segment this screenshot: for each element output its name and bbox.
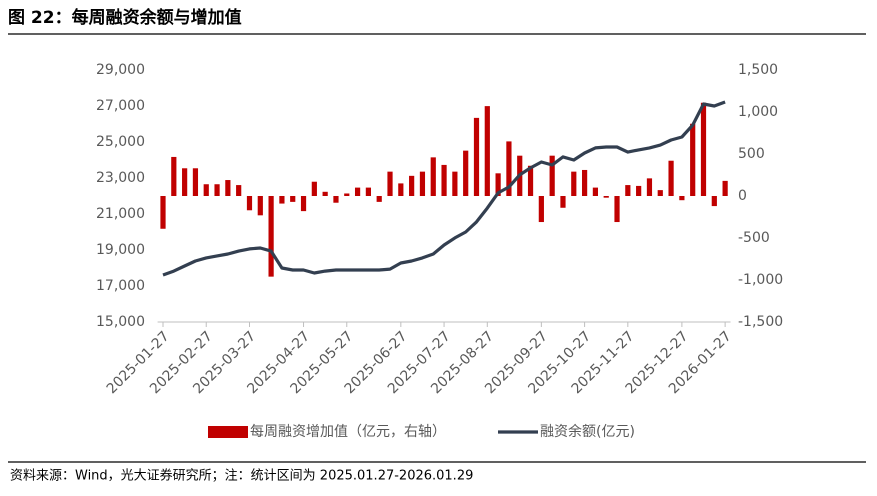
bar <box>463 150 469 196</box>
bar <box>646 178 653 196</box>
bar <box>690 123 696 196</box>
bar <box>592 187 599 196</box>
bar <box>409 175 415 196</box>
y2-tick-label: 500 <box>738 146 765 162</box>
bar <box>203 184 209 196</box>
bar <box>560 196 566 208</box>
y2-tick-label: -500 <box>738 230 770 246</box>
bar <box>268 196 274 277</box>
bar <box>354 187 361 196</box>
y-tick-label: 17,000 <box>96 278 145 294</box>
bar <box>419 171 426 196</box>
bar <box>484 106 490 196</box>
bar <box>225 180 231 196</box>
y2-tick-label: 0 <box>738 188 747 204</box>
bar <box>657 190 663 196</box>
bar <box>214 184 220 196</box>
bar <box>236 185 242 196</box>
y-tick-label: 23,000 <box>96 170 145 186</box>
bar <box>311 181 317 196</box>
bar <box>182 168 188 196</box>
bar <box>246 196 253 211</box>
bar <box>333 196 339 203</box>
line <box>162 100 726 277</box>
bar <box>711 196 717 207</box>
bar <box>322 191 328 196</box>
source-note: 资料来源：Wind，光大证券研究所；注：统计区间为 2025.01.27-202… <box>10 468 473 484</box>
bar <box>192 168 199 196</box>
bar <box>452 171 458 196</box>
y2-tick-label: 1,500 <box>738 62 778 78</box>
y-tick-label: 21,000 <box>96 206 145 222</box>
bar <box>538 196 544 223</box>
bar <box>300 196 307 212</box>
bar <box>279 196 285 204</box>
bar <box>722 180 728 196</box>
y2-tick-label: -1,000 <box>738 272 783 288</box>
bar <box>160 196 166 229</box>
bar <box>257 196 263 216</box>
y-tick-label: 29,000 <box>96 62 145 78</box>
bar <box>387 171 393 196</box>
bar <box>495 173 501 196</box>
bar <box>614 196 620 223</box>
legend-label: 每周融资增加值（亿元，右轴） <box>250 424 446 440</box>
y2-tick-label: 1,000 <box>738 104 778 120</box>
bar <box>473 117 480 196</box>
bar <box>636 185 642 196</box>
bar <box>700 102 707 196</box>
bar <box>365 187 371 196</box>
bar <box>625 185 631 196</box>
bar <box>581 169 588 196</box>
bar <box>398 183 404 196</box>
y-tick-label: 19,000 <box>96 242 145 258</box>
bar <box>171 156 177 196</box>
bar <box>506 141 512 196</box>
bar <box>679 196 685 201</box>
bar <box>376 196 382 202</box>
chart-title: 图 22：每周融资余额与增加值 <box>8 7 242 28</box>
bar <box>430 157 436 196</box>
bar <box>549 155 555 196</box>
y-tick-label: 27,000 <box>96 98 145 114</box>
legend-swatch <box>208 426 248 438</box>
bar <box>668 160 674 196</box>
bar <box>441 164 447 196</box>
bar <box>290 196 296 202</box>
bar <box>571 171 577 196</box>
y-tick-label: 15,000 <box>96 314 145 330</box>
y2-tick-label: -1,500 <box>738 314 783 330</box>
y-tick-label: 25,000 <box>96 134 145 150</box>
bar <box>527 165 534 196</box>
legend-label: 融资余额(亿元) <box>540 423 635 440</box>
bar <box>603 196 609 198</box>
bar <box>344 193 350 196</box>
